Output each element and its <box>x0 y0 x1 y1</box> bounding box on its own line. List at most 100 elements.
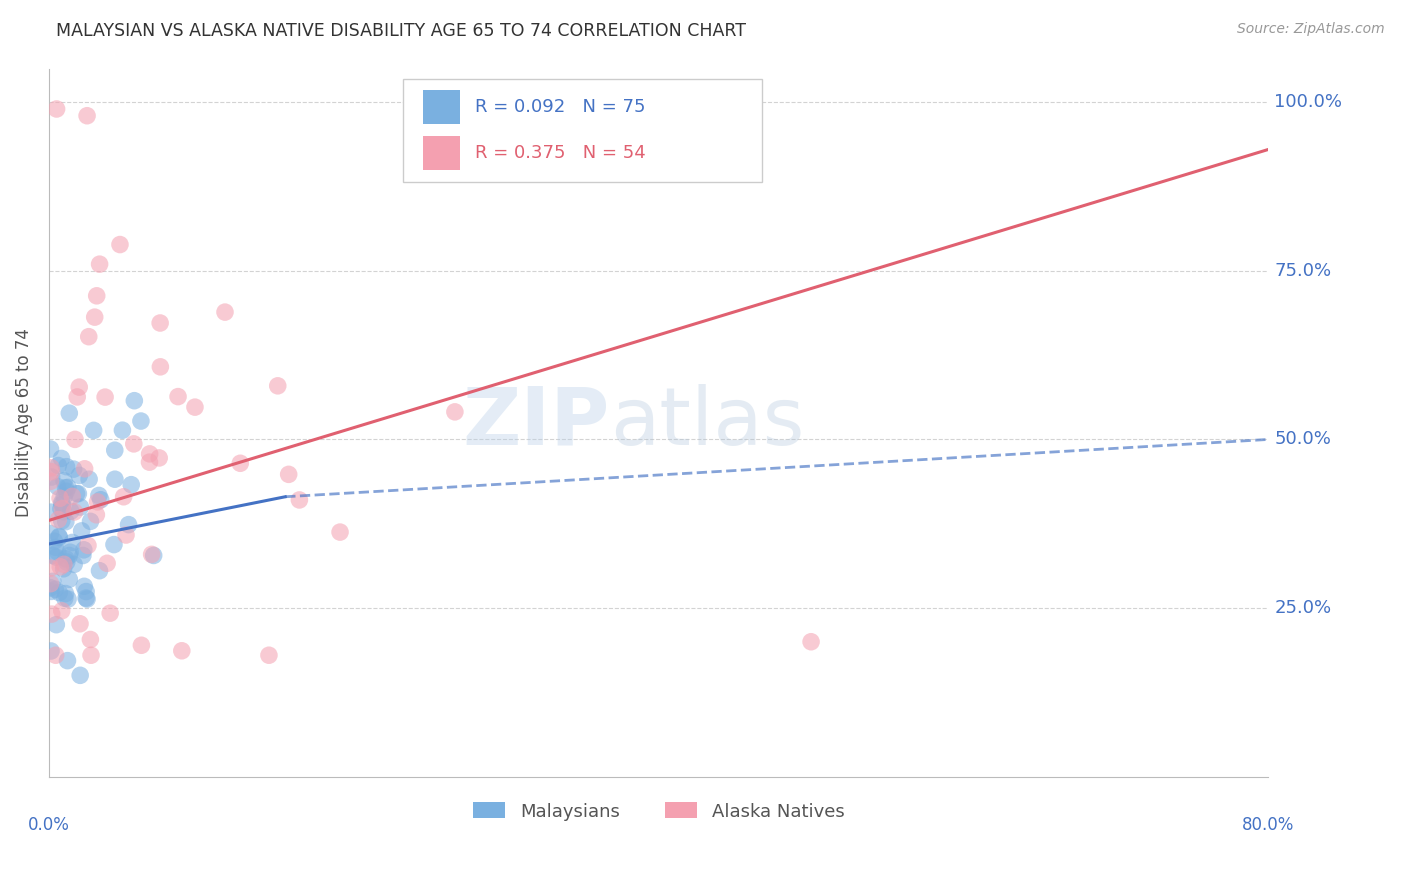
Point <box>104 443 127 458</box>
Point <box>39 644 62 658</box>
Text: ZIP: ZIP <box>463 384 610 461</box>
Point <box>141 547 163 561</box>
Text: 0.0%: 0.0% <box>28 815 70 833</box>
Point <box>277 467 299 482</box>
Point <box>39 475 62 489</box>
Point <box>80 648 103 663</box>
Point <box>67 380 90 394</box>
Point <box>55 484 77 499</box>
Point <box>77 472 100 486</box>
Point <box>77 538 100 552</box>
Point <box>46 545 69 559</box>
Point <box>41 465 63 479</box>
Text: Source: ZipAtlas.com: Source: ZipAtlas.com <box>1237 22 1385 37</box>
Point <box>55 515 77 529</box>
Point <box>70 524 93 538</box>
Point <box>75 591 97 605</box>
Point <box>142 549 165 563</box>
Point <box>288 492 311 507</box>
Point <box>138 455 160 469</box>
Point <box>111 423 134 437</box>
Point <box>115 528 138 542</box>
Point <box>49 502 72 516</box>
Point <box>76 592 98 607</box>
Point <box>58 572 80 586</box>
Point <box>56 592 79 607</box>
Text: 80.0%: 80.0% <box>1241 815 1295 833</box>
Point <box>45 617 67 632</box>
Point <box>94 390 117 404</box>
Text: 25.0%: 25.0% <box>1274 599 1331 617</box>
Point <box>52 558 75 572</box>
Point <box>39 561 62 575</box>
Point <box>89 257 111 271</box>
Point <box>96 557 118 571</box>
Point <box>48 585 70 599</box>
Point <box>45 648 67 663</box>
Point <box>45 541 67 555</box>
Point <box>49 491 72 506</box>
Point <box>39 576 62 591</box>
Point <box>90 492 112 507</box>
Point <box>58 406 80 420</box>
Point <box>39 526 62 541</box>
Point <box>63 505 86 519</box>
Point <box>55 481 77 495</box>
Point <box>52 505 75 519</box>
Point <box>55 551 77 566</box>
Point <box>41 607 63 621</box>
Point <box>59 504 82 518</box>
Point <box>63 558 86 572</box>
Point <box>149 316 172 330</box>
Point <box>73 579 96 593</box>
Point <box>69 500 91 514</box>
Point <box>79 632 101 647</box>
Point <box>131 638 153 652</box>
Point <box>120 477 142 491</box>
Point <box>72 549 94 563</box>
Point <box>60 535 83 549</box>
Point <box>124 393 146 408</box>
Point <box>73 542 96 557</box>
Point <box>39 584 62 599</box>
Point <box>112 490 135 504</box>
Point <box>55 459 77 474</box>
Text: atlas: atlas <box>610 384 804 461</box>
Point <box>62 462 84 476</box>
Point <box>39 505 62 519</box>
Point <box>83 310 105 325</box>
Point <box>42 574 65 589</box>
Point <box>59 545 82 559</box>
Point <box>75 584 97 599</box>
Point <box>167 390 190 404</box>
Point <box>48 529 70 543</box>
Point <box>45 550 67 565</box>
Point <box>48 513 70 527</box>
Point <box>108 237 131 252</box>
Point <box>58 549 80 563</box>
Point <box>51 496 73 510</box>
Point <box>103 538 125 552</box>
Text: R = 0.375   N = 54: R = 0.375 N = 54 <box>475 144 645 161</box>
Point <box>51 497 73 511</box>
Point <box>329 525 352 540</box>
Point <box>98 606 121 620</box>
Point <box>184 400 207 414</box>
Point <box>51 451 73 466</box>
Point <box>52 562 75 576</box>
Legend: Malaysians, Alaska Natives: Malaysians, Alaska Natives <box>465 795 852 828</box>
FancyBboxPatch shape <box>423 90 460 124</box>
Point <box>51 514 73 528</box>
Point <box>67 468 90 483</box>
Point <box>149 359 172 374</box>
Point <box>79 514 101 528</box>
Point <box>67 486 90 500</box>
Point <box>104 472 127 486</box>
Point <box>41 470 63 484</box>
Point <box>66 390 89 404</box>
Point <box>39 581 62 595</box>
Point <box>65 486 87 500</box>
Point <box>229 456 252 470</box>
Point <box>86 289 108 303</box>
Point <box>129 414 152 428</box>
